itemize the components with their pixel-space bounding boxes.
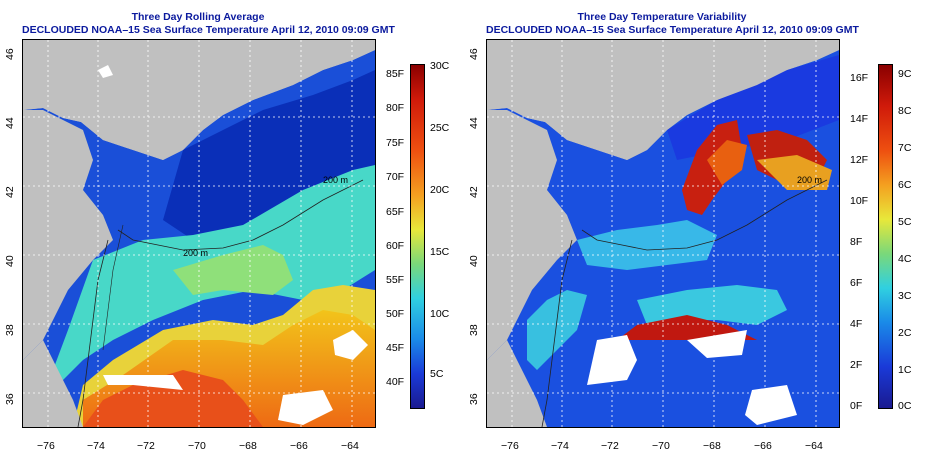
right-cbar-f: 2F [850,359,863,371]
left-subtitle: DECLOUDED NOAA–15 Sea Surface Temperatur… [22,24,395,36]
right-cbar-f: 6F [850,277,863,289]
right-cbar-f: 16F [850,72,869,84]
right-xtick: −76 [501,440,519,452]
left-ytick: 46 [4,48,16,60]
left-xtick: −72 [137,440,155,452]
left-xtick: −74 [87,440,105,452]
right-cbar-c: 6C [898,179,912,191]
left-xtick: −76 [37,440,55,452]
right-ytick: 38 [468,324,480,336]
right-xtick: −68 [703,440,721,452]
left-ytick: 42 [4,186,16,198]
left-title: Three Day Rolling Average [131,11,265,23]
left-cbar-f: 60F [386,240,405,252]
left-cbar-f: 65F [386,206,405,218]
left-cbar-c: 15C [430,246,450,258]
right-cbar-c: 3C [898,290,912,302]
left-colorbar [410,64,425,409]
right-subtitle: DECLOUDED NOAA–15 Sea Surface Temperatur… [486,24,859,36]
right-colorbar [878,64,893,409]
left-ytick: 36 [4,393,16,405]
right-xtick: −70 [652,440,670,452]
right-cbar-f: 14F [850,113,869,125]
right-cbar-c: 9C [898,68,912,80]
left-contour-label: 200 m [323,175,349,185]
right-cbar-f: 10F [850,195,869,207]
right-ytick: 46 [468,48,480,60]
right-cbar-f: 0F [850,400,863,412]
right-cbar-f: 8F [850,236,863,248]
left-cbar-c: 20C [430,184,450,196]
left-cbar-f: 70F [386,171,405,183]
left-contour-label: 200 m [183,248,209,258]
left-sst-map: 200 m 200 m [22,39,376,428]
left-xtick: −64 [341,440,359,452]
right-ytick: 42 [468,186,480,198]
right-xtick: −64 [805,440,823,452]
left-cbar-f: 75F [386,137,405,149]
right-cbar-c: 8C [898,105,912,117]
left-ytick: 44 [4,117,16,129]
left-cbar-f: 80F [386,102,405,114]
left-ytick: 40 [4,255,16,267]
left-ytick: 38 [4,324,16,336]
right-ytick: 36 [468,393,480,405]
right-xtick: −66 [754,440,772,452]
left-cbar-f: 55F [386,274,405,286]
right-cbar-c: 5C [898,216,912,228]
left-cbar-f: 85F [386,68,405,80]
left-cbar-c: 10C [430,308,450,320]
right-cbar-c: 7C [898,142,912,154]
left-cbar-c: 30C [430,60,450,72]
right-title: Three Day Temperature Variability [577,11,747,23]
right-cbar-c: 4C [898,253,912,265]
right-cbar-c: 0C [898,400,912,412]
right-cbar-f: 12F [850,154,869,166]
left-cbar-f: 45F [386,342,405,354]
left-xtick: −66 [290,440,308,452]
right-ytick: 40 [468,255,480,267]
right-cbar-c: 2C [898,327,912,339]
right-cbar-f: 4F [850,318,863,330]
right-ytick: 44 [468,117,480,129]
right-contour-label: 200 m [797,175,823,185]
left-xtick: −68 [239,440,257,452]
right-variability-map: 200 m [486,39,840,428]
left-cbar-c: 25C [430,122,450,134]
right-cbar-c: 1C [898,364,912,376]
left-xtick: −70 [188,440,206,452]
right-xtick: −74 [551,440,569,452]
left-cbar-c: 5C [430,368,444,380]
left-cbar-f: 40F [386,376,405,388]
left-cbar-f: 50F [386,308,405,320]
right-xtick: −72 [601,440,619,452]
